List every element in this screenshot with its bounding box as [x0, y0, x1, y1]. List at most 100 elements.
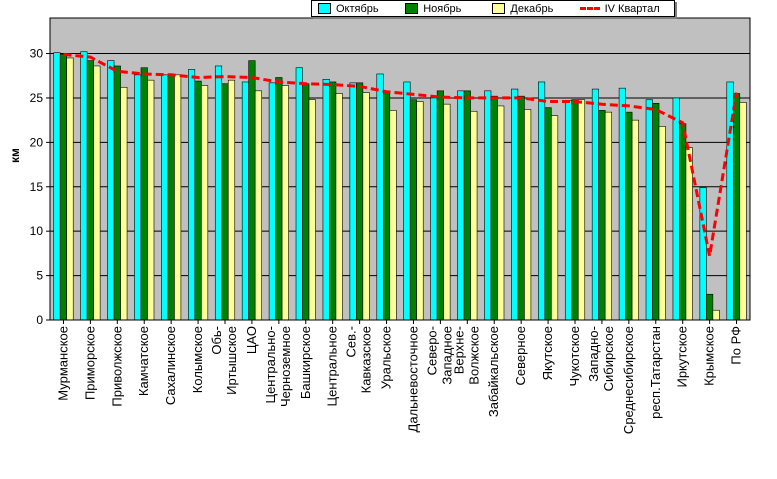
bar-october — [295, 67, 303, 321]
bar-december — [362, 92, 370, 321]
bar-october — [268, 82, 276, 321]
bar-november — [706, 293, 714, 321]
bar-october — [107, 60, 115, 321]
bar-december — [389, 110, 397, 321]
bar-october — [53, 52, 61, 321]
bar-november — [167, 74, 175, 321]
x-tick-label: Северо-Западное — [424, 326, 454, 385]
x-tick-label: Приморское — [82, 326, 97, 400]
bar-november — [463, 90, 471, 321]
y-tick-label: 10 — [30, 224, 44, 238]
bar-november — [302, 83, 310, 321]
bar-november — [598, 110, 606, 321]
bar-october — [591, 88, 599, 321]
x-tick-label: Башкирское — [298, 326, 313, 399]
bar-november — [356, 82, 364, 321]
x-tick-label: Обь-Иртышское — [209, 326, 239, 395]
bar-december — [470, 110, 478, 321]
bar-october — [80, 51, 88, 321]
bar-november — [652, 102, 660, 321]
bar-october — [484, 90, 492, 321]
bar-november — [490, 95, 498, 321]
bar-october — [161, 74, 169, 321]
bar-december — [335, 93, 343, 321]
bar-december — [281, 85, 289, 321]
legend-swatch-november — [405, 3, 419, 14]
y-tick-label: 15 — [30, 180, 44, 194]
bar-october — [241, 81, 249, 321]
x-tick-label: Дальневосточное — [405, 326, 420, 432]
legend-item-december: Декабрь — [492, 3, 573, 15]
bar-december — [497, 105, 505, 321]
x-tick-label: Сев.-Кавказское — [344, 326, 374, 393]
bar-october — [322, 78, 330, 321]
bar-october — [349, 82, 357, 321]
y-tick-label: 0 — [36, 313, 43, 327]
x-tick-label: Чукотское — [567, 326, 582, 387]
bar-december — [551, 115, 559, 321]
bar-december — [66, 57, 74, 321]
bar-december — [631, 119, 639, 321]
x-tick-label: По РФ — [729, 326, 744, 365]
bar-december — [577, 99, 586, 321]
legend-item-quarter: IV Квартал — [579, 3, 674, 15]
bar-december — [174, 74, 182, 321]
bar-october — [188, 69, 196, 321]
bar-december — [443, 103, 451, 321]
y-tick-label: 5 — [36, 269, 43, 283]
bar-december — [120, 86, 128, 321]
bar-december — [254, 90, 262, 321]
x-tick-label: Мурманское — [55, 326, 70, 401]
y-tick-label: 25 — [30, 91, 44, 105]
x-tick-label: ЦАО — [244, 326, 259, 354]
x-tick-label: Сахалинское — [163, 326, 178, 405]
bar-october — [430, 97, 438, 321]
bar-november — [732, 93, 741, 321]
x-tick-label: Центрально-Черноземное — [263, 326, 293, 407]
bar-december — [416, 101, 424, 321]
legend-label-december: Декабрь — [510, 2, 554, 15]
legend-label-november: Ноябрь — [423, 2, 462, 15]
bar-november — [275, 77, 283, 321]
bar-october — [564, 100, 573, 321]
bar-december — [201, 85, 209, 321]
x-tick-label: Колымское — [190, 326, 205, 393]
bar-november — [436, 90, 444, 321]
bar-december — [147, 79, 155, 321]
bar-december — [604, 111, 612, 321]
bar-october — [672, 97, 680, 321]
legend-item-november: Ноябрь — [405, 3, 486, 15]
bar-november — [382, 91, 391, 321]
bar-november — [409, 99, 418, 321]
bar-october — [214, 65, 223, 321]
bar-november — [59, 54, 68, 321]
plot-area — [49, 17, 751, 321]
bar-december — [712, 309, 720, 321]
series-line-quarter — [63, 52, 738, 257]
x-tick-label: Центральное — [325, 326, 340, 406]
bar-november — [544, 107, 552, 321]
bars-group — [53, 51, 747, 321]
bar-october — [538, 81, 546, 321]
x-tick-label: Уральское — [379, 326, 394, 389]
y-tick-label: 20 — [30, 135, 44, 149]
y-axis: 0 5 10 15 20 25 30 — [30, 47, 50, 327]
bar-december — [308, 99, 316, 321]
x-tick-label: Среднесибирское — [621, 326, 636, 434]
bar-december — [524, 109, 532, 321]
x-tick-label: Забайкальское — [486, 326, 501, 417]
bar-november — [86, 60, 94, 321]
bar-december — [227, 79, 236, 321]
legend-item-october: Октябрь — [318, 3, 399, 15]
bar-november — [248, 60, 256, 321]
bar-october — [376, 73, 384, 321]
bar-november — [571, 99, 579, 321]
average-line-group — [63, 52, 738, 257]
x-tick-label: Северное — [513, 326, 528, 385]
legend-label-october: Октябрь — [336, 2, 379, 15]
bar-november — [113, 65, 121, 321]
x-tick-label: Приволжское — [109, 326, 124, 407]
bar-october — [403, 81, 411, 321]
bar-november — [625, 111, 633, 321]
